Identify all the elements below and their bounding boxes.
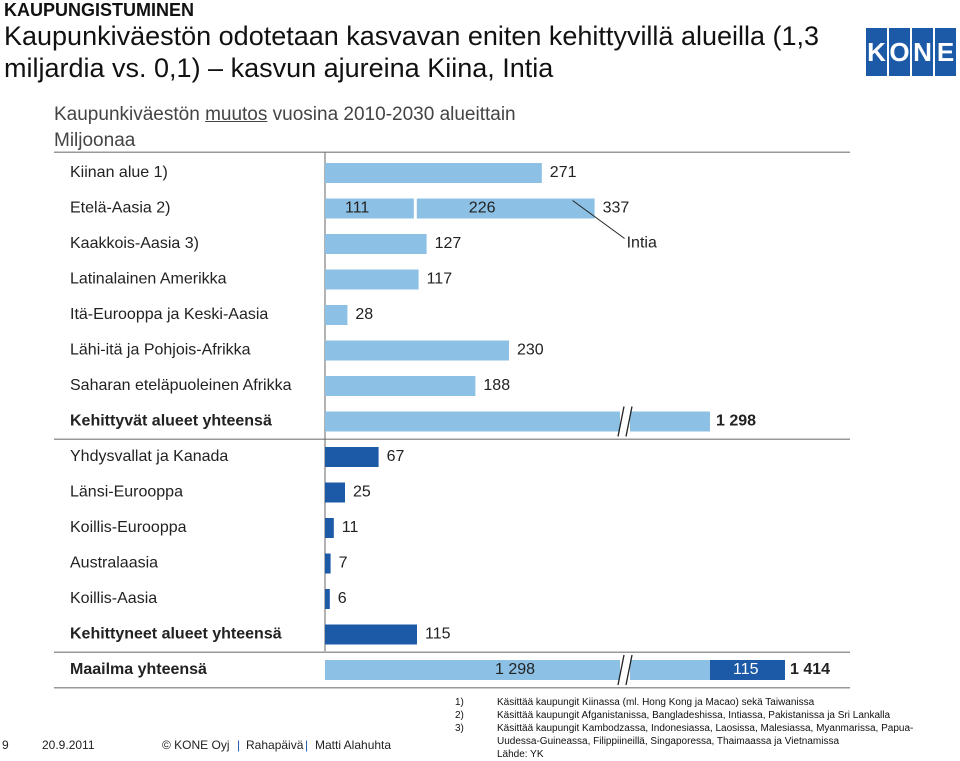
annotation-label: Intia	[627, 235, 657, 252]
footnotes: 1) Käsittää kaupungit Kiinassa (ml. Hong …	[455, 696, 955, 761]
value-label: 11	[342, 519, 359, 536]
logo-letter: N	[912, 28, 933, 76]
value-label: 7	[339, 555, 348, 572]
footnote: 1) Käsittää kaupungit Kiinassa (ml. Hong …	[455, 696, 955, 709]
category-label: Koillis-Aasia	[70, 590, 157, 607]
category-label: Koillis-Eurooppa	[70, 519, 187, 536]
footer-author: Matti Alahuhta	[315, 738, 392, 752]
footnote-text: Käsittää kaupungit Afganistanissa, Bangl…	[497, 710, 891, 721]
bar-segment	[325, 198, 414, 219]
segment-label: 226	[469, 200, 496, 217]
footnote-text: Käsittää kaupungit Kambodzassa, Indonesi…	[497, 723, 914, 747]
bar	[325, 234, 427, 254]
category-label: Kaakkois-Aasia 3)	[70, 235, 199, 252]
bar	[325, 305, 348, 325]
footer-event: Rahapäivä	[246, 738, 304, 752]
footer-separator: |	[305, 738, 309, 752]
footnote: 2) Käsittää kaupungit Afganistanissa, Ban…	[455, 709, 955, 722]
value-label: 271	[550, 164, 577, 181]
bar-segment	[710, 660, 785, 680]
footnote: 3) Käsittää kaupungit Kambodzassa, Indone…	[455, 722, 955, 748]
value-label: 188	[483, 377, 510, 394]
segment-label: 111	[345, 200, 369, 217]
bar	[325, 518, 334, 538]
footnote-number: 2)	[455, 710, 464, 721]
value-label: 28	[355, 306, 373, 323]
logo-letter: E	[935, 28, 956, 76]
footnote: Lähde: YK	[455, 748, 955, 761]
bar	[325, 482, 345, 503]
category-label: Latinalainen Amerikka	[70, 271, 227, 288]
category-label: Yhdysvallat ja Kanada	[70, 448, 228, 465]
bar	[325, 376, 476, 396]
bar	[325, 163, 542, 183]
segment-label: 1 298	[495, 661, 535, 678]
footnote-number: 1)	[455, 697, 464, 708]
bar	[325, 624, 417, 645]
logo-letter: O	[889, 28, 910, 76]
chart-title-underlined: muutos	[205, 104, 268, 125]
bar	[325, 589, 330, 609]
footer-date: 20.9.2011	[42, 738, 95, 752]
value-label: 1 298	[716, 413, 756, 430]
category-label: Maailma yhteensä	[70, 661, 207, 678]
category-label: Etelä-Aasia 2)	[70, 200, 171, 217]
bar	[325, 447, 379, 467]
value-label: 6	[338, 590, 347, 607]
bar	[325, 269, 419, 290]
bar	[325, 340, 509, 361]
axis-break-line	[625, 406, 633, 437]
category-label: Kiinan alue 1)	[70, 164, 168, 181]
value-label: 25	[353, 484, 371, 501]
page-number: 9	[2, 738, 9, 752]
axis-break-line	[617, 406, 625, 437]
footnote-number	[455, 748, 497, 761]
category-label: Kehittyvät alueet yhteensä	[70, 413, 272, 430]
footnote-number: 3)	[455, 723, 464, 734]
chart-title-part: Kaupunkiväestön	[54, 104, 206, 125]
footer-company: © KONE Oyj	[162, 738, 230, 752]
footnote-text: Käsittää kaupungit Kiinassa (ml. Hong Ko…	[497, 697, 815, 708]
bar	[325, 411, 710, 432]
category-label: Länsi-Eurooppa	[70, 484, 183, 501]
axis-break-line	[625, 654, 633, 686]
value-label: 1 414	[790, 661, 830, 678]
bar-segment	[416, 198, 595, 219]
category-label: Itä-Eurooppa ja Keski-Aasia	[70, 306, 268, 323]
category-label: Australaasia	[70, 555, 158, 572]
value-label: 337	[603, 200, 630, 217]
category-label: Lähi-itä ja Pohjois-Afrikka	[70, 342, 251, 359]
chart-title-part: vuosina 2010-2030 alueittain	[267, 104, 516, 125]
chart-title: Kaupunkiväestön muutos vuosina 2010-2030…	[54, 104, 516, 126]
bar-segment	[325, 660, 710, 680]
value-label: 115	[425, 626, 451, 643]
segment-label: 115	[733, 661, 759, 678]
value-label: 230	[517, 342, 544, 359]
footnote-text: Lähde: YK	[497, 749, 544, 760]
axis-break	[620, 654, 630, 686]
category-label: Saharan eteläpuoleinen Afrikka	[70, 377, 292, 394]
value-label: 67	[387, 448, 405, 465]
kicker-title: KAUPUNGISTUMINEN	[4, 0, 195, 20]
page-title: Kaupunkiväestön odotetaan kasvavan enite…	[4, 21, 820, 83]
axis-break-line	[617, 654, 625, 686]
logo-letter: K	[866, 28, 887, 76]
annotation-leader	[572, 200, 625, 239]
footer-separator: |	[237, 738, 241, 752]
bar	[325, 553, 331, 574]
chart-unit: Miljoonaa	[54, 130, 136, 151]
axis-break	[620, 405, 630, 438]
value-label: 127	[435, 235, 462, 252]
category-label: Kehittyneet alueet yhteensä	[70, 626, 282, 643]
value-label: 117	[427, 271, 453, 288]
bar-chart: Kiinan alue 1) 271 Etelä-Aasia 2) 111 226 337…	[54, 151, 850, 689]
kone-logo: K O N E	[866, 28, 956, 76]
